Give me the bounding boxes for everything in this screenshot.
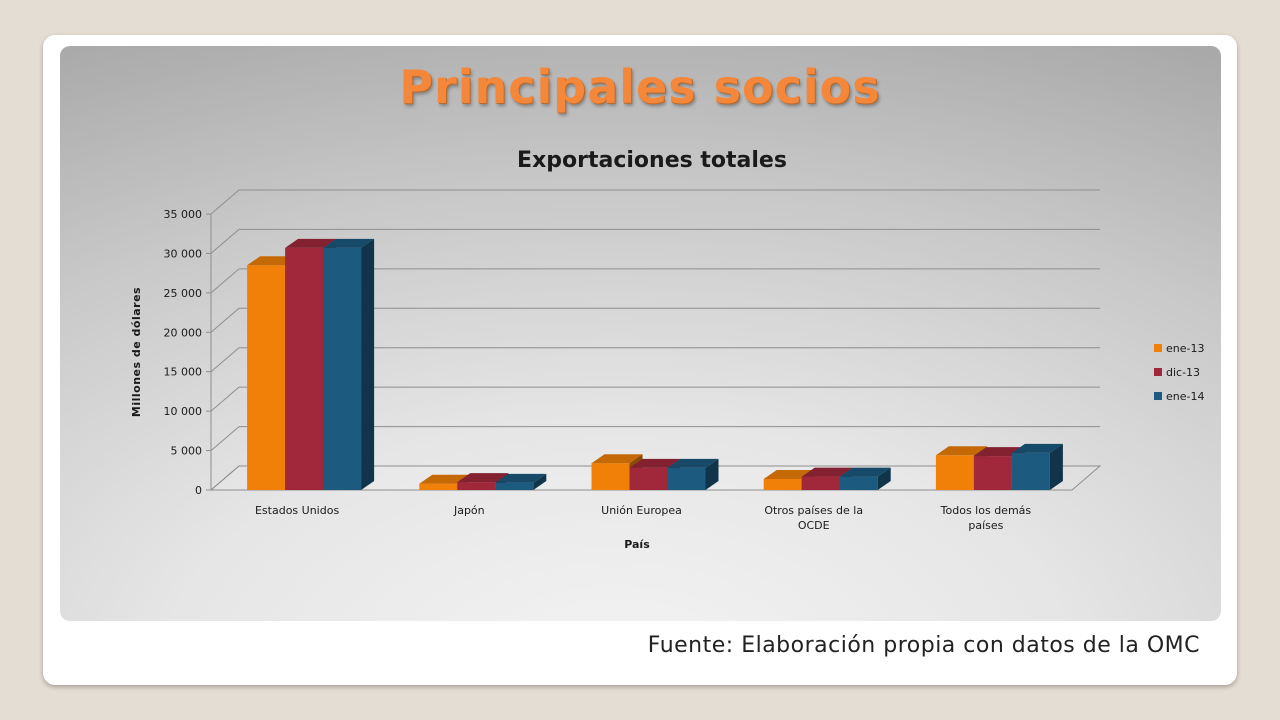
gridline-diagonal bbox=[210, 386, 240, 412]
bar-side bbox=[361, 238, 375, 490]
bar-top bbox=[629, 458, 681, 468]
bar-front bbox=[1011, 452, 1050, 490]
legend: ene-13 dic-13 ene-14 bbox=[1154, 342, 1204, 403]
bar-top bbox=[419, 474, 471, 484]
y-tick-label: 25 000 bbox=[164, 287, 203, 300]
bar bbox=[323, 238, 375, 490]
legend-label: dic-13 bbox=[1166, 366, 1200, 379]
y-tick-label: 10 000 bbox=[164, 405, 203, 418]
bar bbox=[495, 473, 547, 490]
bar-side bbox=[533, 473, 547, 490]
bar-side bbox=[1049, 443, 1063, 490]
bar-front bbox=[629, 467, 668, 490]
chart-title: Exportaciones totales bbox=[517, 148, 787, 173]
x-tick-label: Todos los demás países bbox=[940, 504, 1032, 532]
y-tick-label: 15 000 bbox=[164, 366, 203, 379]
bar-front bbox=[801, 476, 840, 490]
y-tick-label: 5 000 bbox=[171, 445, 203, 458]
bar-front bbox=[495, 482, 534, 490]
slide-title: Principales socios bbox=[399, 60, 881, 114]
legend-label: ene-13 bbox=[1166, 342, 1204, 355]
bar-top bbox=[1011, 443, 1063, 453]
x-tick-label: Japón bbox=[453, 504, 485, 517]
bar-front bbox=[457, 482, 496, 490]
y-tick-label: 0 bbox=[195, 484, 202, 497]
bar-front bbox=[323, 247, 362, 490]
bar-top bbox=[323, 238, 375, 248]
x-tick-label: Estados Unidos bbox=[255, 504, 339, 517]
bar-top bbox=[667, 458, 719, 468]
bar-top bbox=[591, 454, 643, 464]
legend-label: ene-14 bbox=[1166, 390, 1204, 403]
bar-top bbox=[801, 467, 853, 477]
bar-side bbox=[705, 458, 719, 490]
gridline-diagonal bbox=[210, 229, 240, 254]
x-tick-label: Unión Europea bbox=[601, 504, 682, 517]
y-tick-label: 30 000 bbox=[164, 247, 203, 260]
gridline-diagonal bbox=[210, 465, 240, 491]
y-tick-label: 35 000 bbox=[164, 208, 203, 221]
bar-front bbox=[973, 456, 1012, 490]
bar-top bbox=[495, 473, 547, 483]
source-note: Fuente: Elaboración propia con datos de … bbox=[647, 633, 1200, 658]
bar-front bbox=[591, 463, 630, 490]
bar-front bbox=[935, 455, 974, 490]
bar-front bbox=[667, 467, 706, 490]
bar-front bbox=[419, 483, 458, 490]
gridline-diagonal bbox=[210, 189, 240, 215]
bar bbox=[1011, 443, 1063, 490]
legend-swatch bbox=[1154, 344, 1162, 352]
gridline-diagonal bbox=[210, 268, 240, 294]
y-tick-label: 20 000 bbox=[164, 326, 203, 339]
gridline-diagonal bbox=[210, 307, 240, 333]
bar-top bbox=[839, 467, 891, 477]
y-axis-label: Millones de dólares bbox=[130, 287, 143, 417]
bar-top bbox=[457, 473, 509, 483]
x-axis-label: País bbox=[624, 538, 650, 551]
legend-swatch bbox=[1154, 392, 1162, 400]
legend-swatch bbox=[1154, 368, 1162, 376]
bar-front bbox=[247, 265, 286, 490]
bar-side bbox=[877, 467, 891, 490]
bar bbox=[839, 467, 891, 490]
bar-front bbox=[285, 247, 324, 490]
bar-front bbox=[763, 478, 802, 490]
gridline-diagonal bbox=[210, 426, 240, 451]
bar bbox=[667, 458, 719, 490]
bar-top bbox=[935, 446, 987, 456]
gridline-diagonal bbox=[210, 347, 240, 373]
bar-front bbox=[839, 476, 878, 490]
bar-top bbox=[285, 238, 337, 248]
x-tick-label: Otros países de la OCDE bbox=[764, 504, 863, 532]
